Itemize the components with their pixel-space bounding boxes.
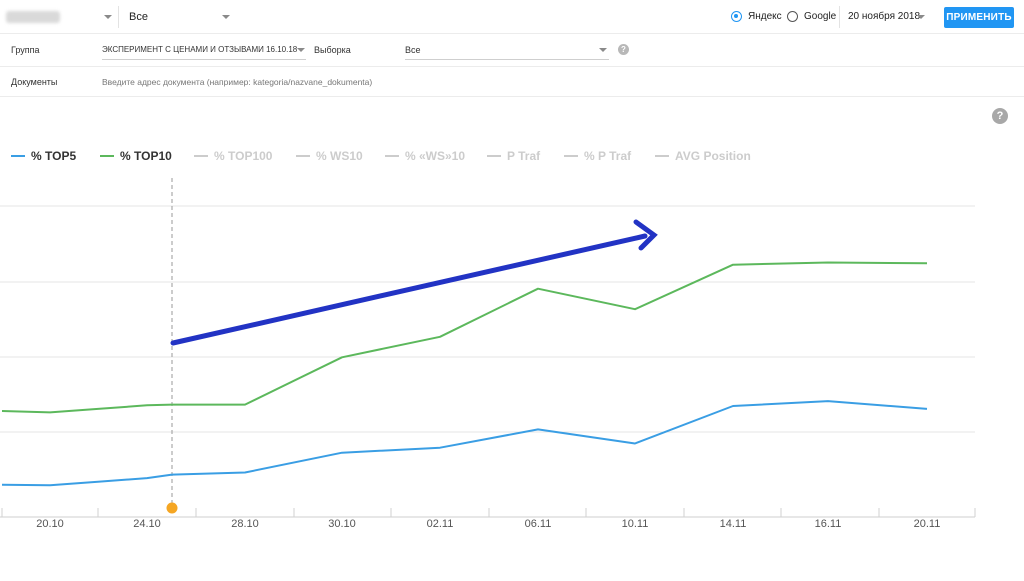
legend-swatch (564, 155, 578, 157)
legend-swatch (11, 155, 25, 157)
group-select-chevron-down-icon[interactable] (297, 48, 305, 52)
google-radio[interactable] (787, 11, 798, 22)
date-picker-value[interactable]: 20 ноября 2018 (848, 11, 921, 22)
trend-arrow-shaft (170, 233, 648, 346)
x-tick-label: 20.11 (914, 518, 941, 530)
divider (839, 6, 840, 28)
legend-swatch (100, 155, 114, 157)
legend-swatch (194, 155, 208, 157)
annotation-marker (166, 502, 178, 514)
documents-row: Документы Введите адрес документа (напри… (0, 67, 1024, 97)
divider (118, 6, 119, 28)
legend-label: % P Traf (584, 149, 632, 163)
legend-label: % WS10 (316, 149, 363, 163)
legend-label: % TOP5 (31, 149, 77, 163)
x-tick-label: 24.10 (133, 518, 161, 530)
series-line-top5 (1, 400, 928, 487)
site-select-value[interactable] (6, 11, 60, 23)
region-select-chevron-down-icon[interactable] (222, 15, 230, 19)
legend-label: % TOP10 (120, 149, 172, 163)
sample-select-underline (405, 59, 609, 60)
x-tick-label: 28.10 (231, 518, 259, 530)
sample-select-chevron-down-icon[interactable] (599, 48, 607, 52)
yandex-radio[interactable] (731, 11, 742, 22)
x-tick-label: 20.10 (36, 518, 64, 530)
filter-row: Группа ЭКСПЕРИМЕНТ С ЦЕНАМИ И ОТЗЫВАМИ 1… (0, 34, 1024, 67)
x-tick-label: 30.10 (328, 518, 356, 530)
date-picker-chevron-down-icon[interactable] (917, 15, 925, 19)
legend-label: P Traf (507, 149, 541, 163)
x-tick-label: 06.11 (525, 518, 552, 530)
group-label: Группа (11, 45, 40, 55)
x-tick-label: 02.11 (427, 518, 454, 530)
region-select-value[interactable]: Все (129, 11, 148, 23)
x-tick-label: 16.11 (815, 518, 842, 530)
site-select-chevron-down-icon[interactable] (104, 15, 112, 19)
legend-label: % TOP100 (214, 149, 273, 163)
legend-swatch (655, 155, 669, 157)
sample-select-value[interactable]: Все (405, 45, 421, 55)
google-radio-label[interactable]: Google (804, 11, 837, 22)
legend-label: AVG Position (675, 149, 751, 163)
yandex-radio-label[interactable]: Яндекс (748, 11, 782, 22)
legend-swatch (385, 155, 399, 157)
group-select-value[interactable]: ЭКСПЕРИМЕНТ С ЦЕНАМИ И ОТЗЫВАМИ 16.10.18 (102, 45, 298, 54)
documents-label: Документы (11, 77, 58, 87)
apply-button[interactable]: ПРИМЕНИТЬ (944, 7, 1014, 28)
chart-help-icon[interactable]: ? (992, 108, 1008, 124)
legend-swatch (296, 155, 310, 157)
legend-swatch (487, 155, 501, 157)
x-tick-label: 10.11 (622, 518, 649, 530)
group-select-underline (102, 59, 306, 60)
sample-label: Выборка (314, 45, 351, 55)
legend-label: % «WS»10 (405, 149, 466, 163)
series-line-top10 (1, 261, 928, 414)
top-toolbar: Все Яндекс Google 20 ноября 2018 ПРИМЕНИ… (0, 0, 1024, 34)
documents-input[interactable]: Введите адрес документа (например: kateg… (102, 77, 373, 87)
x-tick-label: 14.11 (720, 518, 747, 530)
trend-arrow-head (633, 219, 658, 251)
help-icon[interactable]: ? (618, 44, 629, 55)
